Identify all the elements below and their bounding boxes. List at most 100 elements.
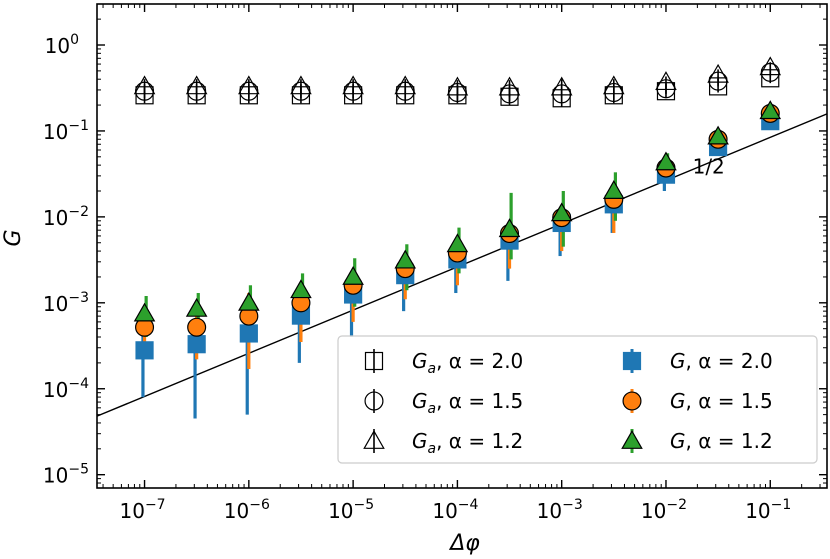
x-tick-exp-3: −4 xyxy=(458,497,479,513)
legend-label-3: G, α = 2.0 xyxy=(670,349,773,373)
point-s5-p10 xyxy=(655,151,677,171)
legend-marker-4 xyxy=(622,391,642,411)
x-tick-base-0: 10 xyxy=(120,499,145,523)
legend-label-rest-2: , α = 1.2 xyxy=(436,429,523,453)
point-s3-p2 xyxy=(239,324,258,343)
axes: 10−7 10−6 10−5 10−4 10−3 10−2 10−110−510−410−3… xyxy=(43,3,828,523)
legend-box xyxy=(337,335,818,464)
legend-label-rest-3: , α = 2.0 xyxy=(686,349,773,373)
legend-label-main-1: G xyxy=(412,389,428,413)
y-tick-label-4: 10−1 xyxy=(43,118,89,144)
point-s0-p12 xyxy=(761,69,780,88)
point-s5-p8 xyxy=(550,202,573,222)
legend-label-4: G, α = 1.5 xyxy=(670,389,773,413)
x-tick-base-2: 10 xyxy=(328,499,353,523)
point-s5-p7 xyxy=(498,218,521,238)
legend-label-rest-0: , α = 2.0 xyxy=(436,349,523,373)
point-s2-p12 xyxy=(759,56,782,76)
x-tick-exp-2: −5 xyxy=(354,497,375,513)
legend-label-main-4: G xyxy=(670,389,686,413)
y-tick-base-1: 10 xyxy=(43,378,68,402)
y-tick-exp-2: −3 xyxy=(68,290,89,306)
point-s2-p11 xyxy=(707,63,729,83)
x-tick-label-0: 10−7 xyxy=(120,497,166,523)
y-tick-exp-4: −1 xyxy=(68,118,89,134)
point-s2-p1 xyxy=(185,75,208,95)
point-s5-p9 xyxy=(602,180,625,199)
legend-label-sub-0: a xyxy=(428,361,437,377)
point-s0-p11 xyxy=(708,77,728,96)
y-tick-label-0: 10−5 xyxy=(43,462,89,488)
point-s5-p3 xyxy=(290,279,312,299)
legend-label-1: Ga, α = 1.5 xyxy=(412,389,523,417)
legend-label-rest-5: , α = 1.2 xyxy=(686,429,773,453)
point-s2-p2 xyxy=(238,75,260,95)
point-s2-p7 xyxy=(498,76,521,96)
legend-marker-3 xyxy=(622,351,642,371)
point-s2-p3 xyxy=(290,75,312,95)
x-tick-base-1: 10 xyxy=(224,499,249,523)
point-s5-p2 xyxy=(238,291,260,311)
point-s5-p5 xyxy=(394,249,417,269)
point-s3-p0 xyxy=(135,341,154,360)
point-s2-p5 xyxy=(394,75,417,95)
x-tick-base-3: 10 xyxy=(432,499,457,523)
x-tick-label-5: 10−2 xyxy=(641,497,687,523)
legend-marker-2 xyxy=(363,430,385,449)
y-tick-exp-1: −4 xyxy=(68,376,89,392)
annotation-layer: 1/2 xyxy=(693,154,725,178)
point-s5-p11 xyxy=(707,125,729,145)
y-tick-base-2: 10 xyxy=(43,292,68,316)
y-tick-base-0: 10 xyxy=(43,464,68,488)
legend-label-main-2: G xyxy=(412,429,428,453)
x-tick-base-4: 10 xyxy=(537,499,562,523)
legend-label-rest-4: , α = 1.5 xyxy=(686,389,773,413)
point-s2-p10 xyxy=(655,71,677,91)
legend-marker-0 xyxy=(364,351,384,371)
legend-label-sub-2: a xyxy=(428,441,437,457)
legend-label-main-0: G xyxy=(412,349,428,373)
legend-marker-5 xyxy=(621,430,643,449)
x-axis-label: Δφ xyxy=(448,531,480,556)
point-s5-p6 xyxy=(446,233,469,253)
x-tick-exp-5: −2 xyxy=(666,497,687,513)
legend-label-rest-1: , α = 1.5 xyxy=(436,389,523,413)
legend-label-main-5: G xyxy=(670,429,686,453)
y-tick-base-5: 10 xyxy=(45,34,70,58)
x-tick-label-6: 10−1 xyxy=(745,497,791,523)
x-tick-label-1: 10−6 xyxy=(224,497,270,523)
x-tick-base-5: 10 xyxy=(641,499,666,523)
point-s5-p4 xyxy=(342,265,364,285)
x-tick-exp-1: −6 xyxy=(249,497,270,513)
plot-frame xyxy=(96,3,828,489)
y-tick-exp-0: −5 xyxy=(68,462,89,478)
y-tick-label-2: 10−3 xyxy=(43,290,89,316)
legend: Ga, α = 2.0Ga, α = 1.5Ga, α = 1.2G, α = … xyxy=(337,335,818,464)
x-tick-exp-6: −1 xyxy=(771,497,792,513)
point-s2-p4 xyxy=(342,75,364,95)
point-s0-p8 xyxy=(552,89,571,108)
y-axis-label: G xyxy=(1,229,26,246)
y-tick-label-5: 100 xyxy=(45,32,79,58)
point-s2-p0 xyxy=(133,75,156,95)
point-s5-p0 xyxy=(133,302,156,322)
x-tick-exp-4: −3 xyxy=(562,497,583,513)
y-tick-label-3: 10−2 xyxy=(43,204,89,230)
point-s5-p1 xyxy=(185,297,208,317)
x-tick-label-4: 10−3 xyxy=(537,497,583,523)
legend-label-main-3: G xyxy=(670,349,686,373)
y-tick-exp-5: 0 xyxy=(70,32,79,48)
legend-label-0: Ga, α = 2.0 xyxy=(412,349,523,377)
x-tick-label-3: 10−4 xyxy=(432,497,478,523)
x-tick-label-2: 10−5 xyxy=(328,497,374,523)
legend-label-5: G, α = 1.2 xyxy=(670,429,773,453)
legend-label-sub-1: a xyxy=(428,401,437,417)
legend-label-2: Ga, α = 1.2 xyxy=(412,429,523,457)
slope-annotation: 1/2 xyxy=(693,154,725,178)
x-tick-exp-0: −7 xyxy=(145,497,166,513)
point-s4-p1 xyxy=(187,317,207,337)
point-s2-p8 xyxy=(550,76,573,96)
point-s2-p9 xyxy=(602,75,625,95)
x-tick-base-6: 10 xyxy=(745,499,770,523)
